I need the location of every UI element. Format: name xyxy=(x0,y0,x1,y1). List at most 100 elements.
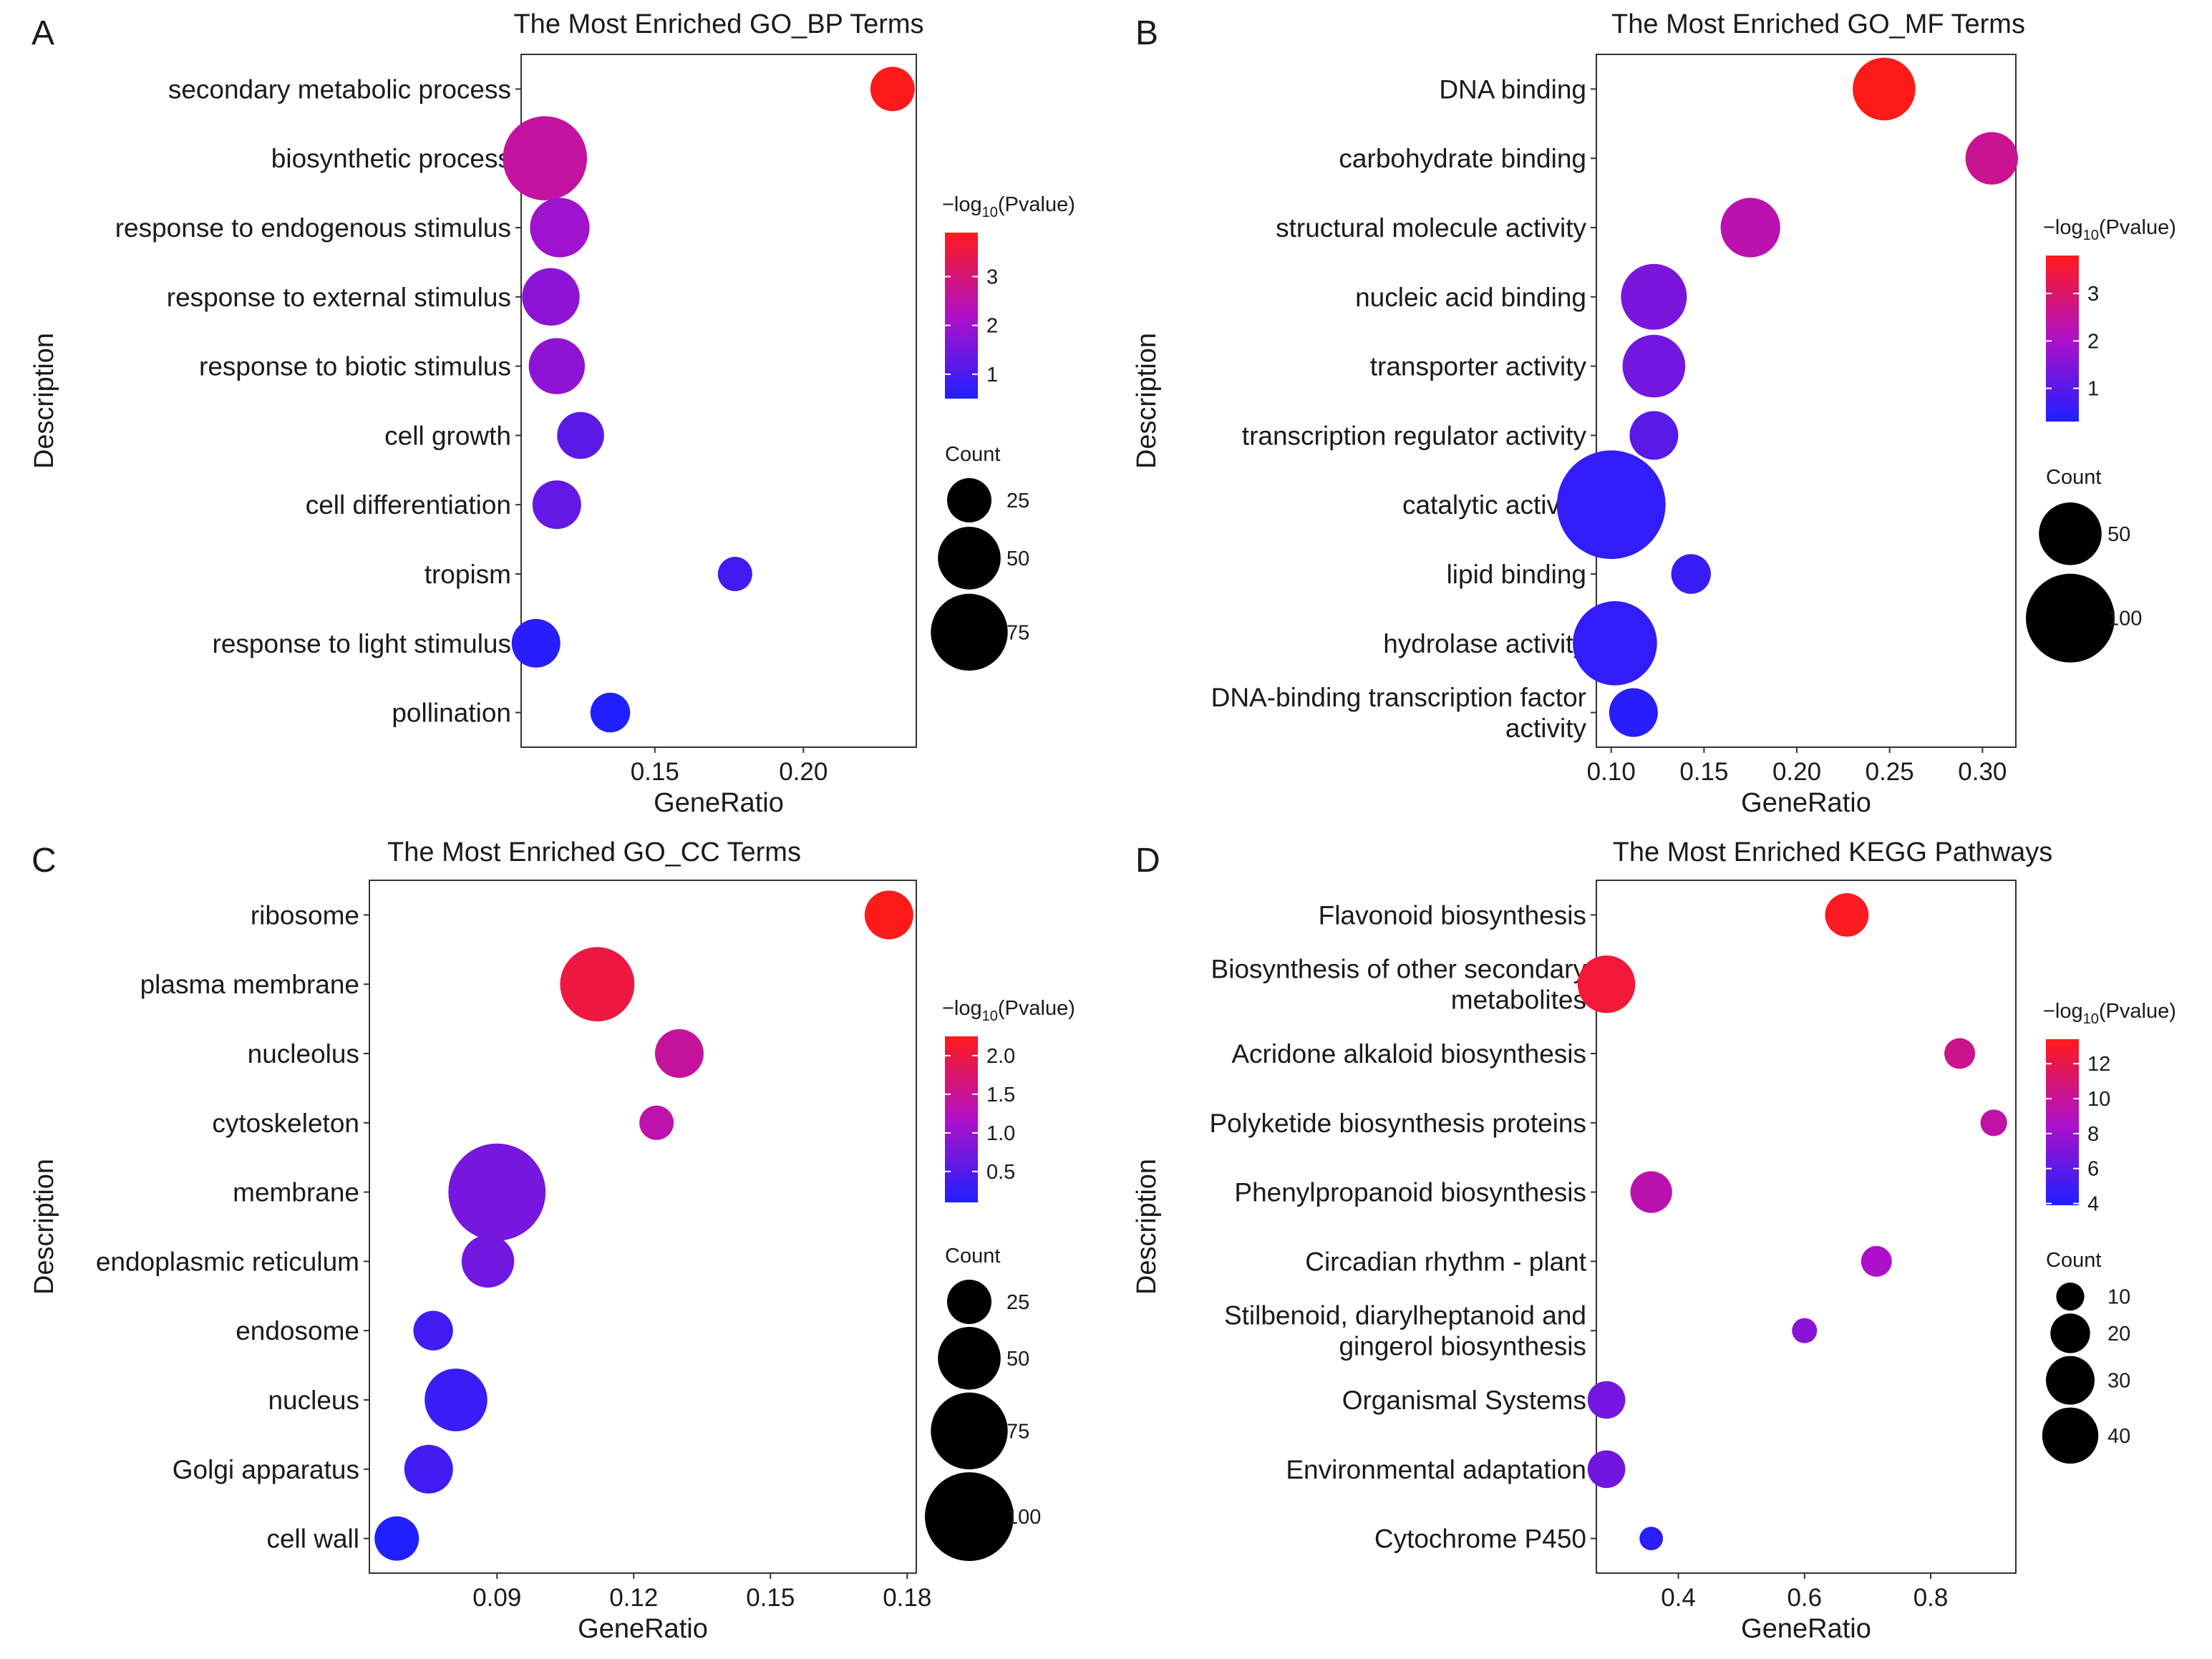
category-label: carbohydrate binding xyxy=(1339,144,1586,173)
x-axis-label: GeneRatio xyxy=(1741,788,1871,818)
category-label: cell growth xyxy=(384,421,511,450)
color-bar-label: 1 xyxy=(2087,378,2099,401)
x-tick-label: 0.20 xyxy=(1772,758,1821,786)
data-point xyxy=(1587,1450,1626,1489)
category-label: Polyketide biosynthesis proteins xyxy=(1209,1109,1586,1138)
color-bar-label: 8 xyxy=(2087,1123,2099,1146)
category-label: structural molecule activity xyxy=(1276,213,1586,243)
category-label: endoplasmic reticulum xyxy=(96,1247,359,1276)
color-bar-label: 10 xyxy=(2087,1088,2110,1111)
plot-border xyxy=(520,54,917,748)
color-bar-label: 2.0 xyxy=(986,1045,1015,1068)
size-legend-dot xyxy=(2056,1283,2085,1311)
x-tick-label: 0.15 xyxy=(746,1584,795,1612)
category-label: Biosynthesis of other secondary xyxy=(1211,955,1587,984)
size-legend-label: 20 xyxy=(2107,1323,2130,1346)
category-label: biosynthetic process xyxy=(271,144,511,173)
x-tick-label: 0.15 xyxy=(1679,758,1728,786)
color-bar-label: 2 xyxy=(2087,330,2099,353)
category-label: activity xyxy=(1505,714,1587,743)
data-point xyxy=(374,1516,419,1561)
data-point xyxy=(503,116,588,200)
x-tick-label: 0.10 xyxy=(1587,758,1636,786)
data-point xyxy=(1630,1171,1672,1213)
category-label: response to biotic stimulus xyxy=(199,352,511,381)
x-axis-label: GeneRatio xyxy=(1741,1614,1871,1644)
data-point xyxy=(1720,198,1780,258)
color-bar-label: 1.0 xyxy=(986,1122,1015,1145)
data-point xyxy=(717,557,752,591)
data-point xyxy=(522,268,580,326)
data-point xyxy=(560,947,635,1022)
color-bar xyxy=(2046,1039,2079,1205)
color-legend-title: −log10(Pvalue) xyxy=(942,193,1075,220)
category-label: DNA binding xyxy=(1439,74,1586,104)
category-label: cell differentiation xyxy=(306,490,511,520)
data-point xyxy=(1609,688,1658,737)
size-legend-label: 25 xyxy=(1006,1291,1029,1314)
color-bar-label: 6 xyxy=(2087,1158,2099,1181)
category-label: nucleus xyxy=(268,1386,359,1415)
data-point xyxy=(1573,601,1657,686)
data-point xyxy=(461,1235,515,1288)
plot-border xyxy=(1596,54,2017,748)
size-legend-dot xyxy=(2042,1407,2099,1464)
size-legend-label: 50 xyxy=(1006,1348,1029,1371)
size-legend-dot xyxy=(925,1472,1014,1562)
data-point xyxy=(864,890,913,940)
x-tick-label: 0.6 xyxy=(1787,1584,1822,1612)
data-point xyxy=(530,198,590,258)
x-axis-label: GeneRatio xyxy=(578,1614,708,1644)
x-tick-label: 0.12 xyxy=(609,1584,658,1612)
data-point xyxy=(1853,57,1916,121)
panel-letter: A xyxy=(31,14,54,52)
panel-letter: D xyxy=(1135,842,1160,880)
category-label: pollination xyxy=(392,699,511,728)
category-label: Environmental adaptation xyxy=(1286,1455,1586,1484)
category-label: Organismal Systems xyxy=(1342,1386,1586,1415)
data-point xyxy=(557,412,604,459)
x-tick-label: 0.15 xyxy=(631,758,679,786)
data-point xyxy=(590,692,631,733)
color-legend-title: −log10(Pvalue) xyxy=(942,997,1075,1024)
color-bar-label: 3 xyxy=(986,266,998,288)
size-legend-label: 75 xyxy=(1006,621,1029,644)
category-label: cytoskeleton xyxy=(212,1109,359,1138)
x-tick-label: 0.18 xyxy=(883,1584,931,1612)
data-point xyxy=(1965,132,2018,185)
y-axis-label: Description xyxy=(29,333,59,469)
data-point xyxy=(1587,1381,1626,1419)
data-point xyxy=(448,1143,546,1241)
category-label: endosome xyxy=(236,1316,359,1346)
x-tick-label: 0.25 xyxy=(1866,758,1914,786)
size-legend-label: 50 xyxy=(2107,523,2130,546)
size-legend-dot xyxy=(2050,1313,2090,1353)
panel-c: C The Most Enriched GO_CC Terms ribosome pl… xyxy=(29,837,1075,1644)
panel-d: D The Most Enriched KEGG Pathways Flavonoi… xyxy=(1132,837,2176,1644)
data-point xyxy=(1622,334,1686,398)
color-bar-label: 1.5 xyxy=(986,1084,1015,1106)
color-bar-label: 1 xyxy=(986,364,998,386)
x-tick-label: 0.8 xyxy=(1913,1584,1949,1612)
category-label: DNA-binding transcription factor xyxy=(1211,683,1586,712)
data-point xyxy=(1629,411,1679,460)
size-legend-label: 25 xyxy=(1006,490,1029,512)
color-bar-label: 4 xyxy=(2087,1193,2099,1216)
data-point xyxy=(639,1105,674,1140)
color-bar-label: 3 xyxy=(2087,283,2099,306)
panel-letter: B xyxy=(1135,14,1158,52)
panel-letter: C xyxy=(31,842,57,880)
y-axis-label: Description xyxy=(1132,1159,1162,1295)
category-label: Circadian rhythm - plant xyxy=(1305,1247,1586,1276)
size-legend-label: 75 xyxy=(1006,1420,1029,1443)
size-legend-dot xyxy=(938,527,1001,590)
panel-title: The Most Enriched GO_CC Terms xyxy=(387,837,801,867)
x-axis-label: GeneRatio xyxy=(654,788,784,818)
size-legend-title: Count xyxy=(945,443,1000,466)
category-label: Cytochrome P450 xyxy=(1374,1524,1586,1554)
category-label: Flavonoid biosynthesis xyxy=(1319,900,1586,930)
x-tick-label: 0.09 xyxy=(472,1584,521,1612)
size-legend-label: 30 xyxy=(2107,1370,2130,1393)
color-bar-label: 0.5 xyxy=(986,1161,1015,1184)
data-point xyxy=(532,480,581,530)
